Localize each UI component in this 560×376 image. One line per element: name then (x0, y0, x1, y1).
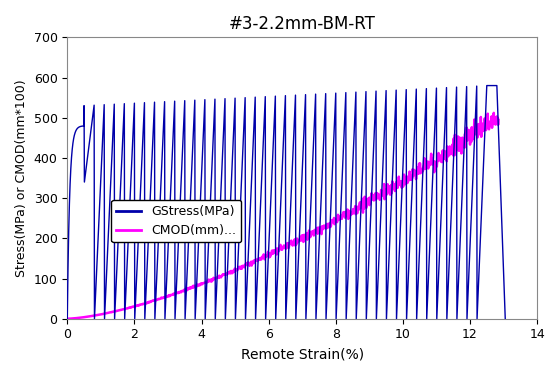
X-axis label: Remote Strain(%): Remote Strain(%) (241, 347, 364, 361)
Y-axis label: Stress(MPa) or CMOD(mm*100): Stress(MPa) or CMOD(mm*100) (15, 79, 28, 277)
Legend: GStress(MPa), CMOD(mm)...: GStress(MPa), CMOD(mm)... (111, 200, 241, 242)
Title: #3-2.2mm-BM-RT: #3-2.2mm-BM-RT (229, 15, 376, 33)
